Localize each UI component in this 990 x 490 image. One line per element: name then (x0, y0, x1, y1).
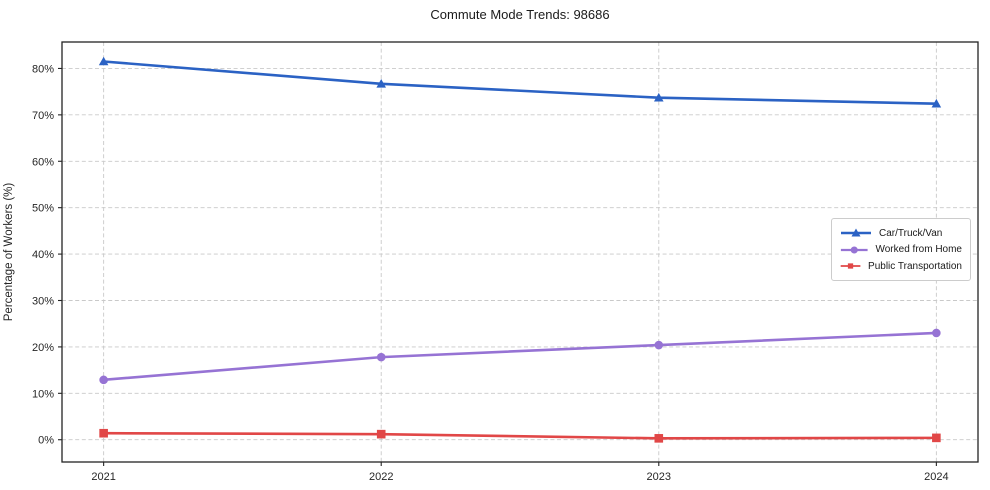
chart-title: Commute Mode Trends: 98686 (430, 7, 610, 22)
legend-marker-sample[interactable] (850, 245, 858, 254)
data-point-worked-from-home[interactable] (376, 352, 386, 362)
y-tick-label: 70% (32, 110, 54, 122)
x-tick-label: 2022 (369, 471, 393, 483)
legend-triangle-marker-icon (841, 228, 871, 237)
legend-square-marker-icon (840, 263, 861, 269)
data-point-car-truck-van[interactable] (653, 92, 664, 102)
legend-label: Car/Truck/Van (879, 227, 943, 239)
x-tick-label: 2023 (647, 471, 671, 483)
data-point-worked-from-home[interactable] (99, 375, 108, 385)
data-point-car-truck-van[interactable] (98, 56, 109, 66)
legend-item-worked-from-home[interactable]: Worked from Home (840, 242, 962, 258)
plot-border (61, 41, 979, 463)
data-point-public-transportation[interactable] (932, 433, 941, 443)
legend: Car/Truck/Van Worked from Home Public Tran… (831, 218, 971, 281)
legend-item-public-transportation[interactable]: Public Transportation (840, 258, 962, 274)
data-point-public-transportation[interactable] (376, 429, 386, 439)
legend-label: Worked from Home (875, 244, 962, 255)
y-tick-label: 30% (32, 295, 54, 307)
y-tick-label: 10% (32, 388, 54, 400)
legend-label: Public Transportation (868, 260, 962, 272)
y-tick-label: 60% (32, 156, 54, 168)
data-point-car-truck-van[interactable] (376, 78, 387, 88)
y-tick-label: 20% (32, 342, 54, 354)
legend-item-car-truck-van[interactable]: Car/Truck/Van (840, 225, 962, 241)
data-point-worked-from-home[interactable] (654, 340, 664, 350)
y-tick-label: 0% (38, 435, 54, 447)
y-tick-label: 40% (32, 249, 54, 261)
data-point-public-transportation[interactable] (99, 428, 108, 438)
x-tick-label: 2021 (91, 471, 115, 483)
series-line-public-transportation (102, 431, 938, 440)
data-point-car-truck-van[interactable] (931, 98, 942, 108)
y-tick-label: 50% (32, 203, 54, 215)
series-line-worked-from-home (102, 331, 938, 382)
legend-marker-sample[interactable] (851, 228, 861, 237)
data-point-worked-from-home[interactable] (932, 328, 941, 338)
series-line-car-truck-van (102, 60, 938, 106)
legend-marker-sample[interactable] (847, 263, 854, 269)
legend-circle-marker-icon (840, 245, 868, 254)
x-tick-label: 2024 (924, 471, 948, 483)
y-tick-label: 80% (32, 63, 54, 75)
data-point-public-transportation[interactable] (654, 434, 664, 443)
